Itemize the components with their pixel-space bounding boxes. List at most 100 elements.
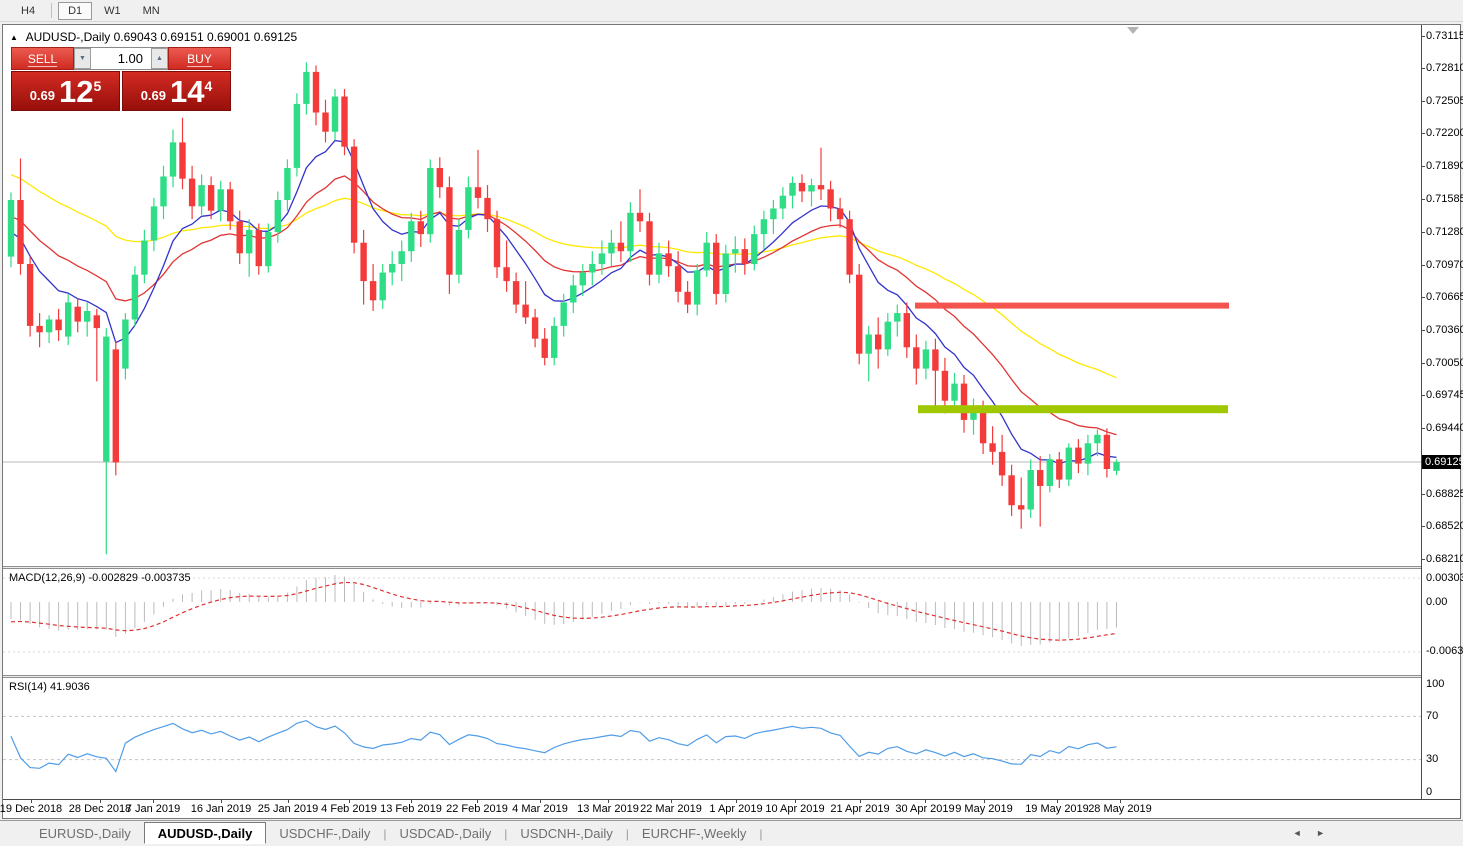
chart-tabs: EURUSD-,Daily AUDUSD-,Daily USDCHF-,Daily |… <box>26 821 763 844</box>
macd-pane[interactable]: MACD(12,26,9) -0.002829 -0.003735 <box>3 569 1421 675</box>
date-tick-label: 1 Apr 2019 <box>709 803 763 815</box>
price-tick-label: 0.70970 <box>1426 258 1463 271</box>
chart-window: ▲ AUDUSD-,Daily 0.69043 0.69151 0.69001 … <box>0 24 1463 819</box>
tab-scroll-arrows: ◄ ► <box>1287 828 1331 838</box>
date-tick-mark <box>477 800 478 803</box>
timeframe-button-w1[interactable]: W1 <box>104 4 121 17</box>
price-chart-pane[interactable]: ▲ AUDUSD-,Daily 0.69043 0.69151 0.69001 … <box>3 25 1421 566</box>
timeframe-button-h4[interactable]: H4 <box>21 4 36 17</box>
sell-price-button[interactable]: 0.69 12 5 <box>11 71 120 111</box>
tab-separator: | <box>625 826 629 841</box>
sell-price-base: 0.69 <box>29 88 56 103</box>
tab-separator: | <box>759 826 763 841</box>
rsi-tick-label: 30 <box>1426 753 1439 766</box>
date-tick-label: 22 Mar 2019 <box>640 803 702 815</box>
price-tick-mark <box>1422 427 1425 429</box>
date-tick-label: 30 Apr 2019 <box>895 803 955 815</box>
date-tick-label: 28 May 2019 <box>1088 803 1152 815</box>
price-tick-label: 0.73115 <box>1426 29 1463 42</box>
timeframe-toolbar: H4 D1 W1 MN <box>0 0 1463 22</box>
date-tick-mark <box>1057 800 1058 803</box>
price-tick-label: 0.71890 <box>1426 160 1463 173</box>
price-tick-mark <box>1422 231 1425 233</box>
chart-tab-usdcnh[interactable]: USDCNH-,Daily <box>520 826 613 841</box>
timeframe-button-mn[interactable]: MN <box>142 4 160 17</box>
tab-scroll-right-icon[interactable]: ► <box>1316 828 1325 838</box>
rsi-pane[interactable]: RSI(14) 41.9036 <box>3 678 1421 799</box>
buy-price-point: 4 <box>204 78 213 94</box>
rsi-label: RSI(14) 41.9036 <box>9 681 90 693</box>
price-tick-label: 0.70050 <box>1426 356 1463 369</box>
chart-title: ▲ AUDUSD-,Daily 0.69043 0.69151 0.69001 … <box>10 30 297 44</box>
date-tick-mark <box>736 800 737 803</box>
volume-increase-button[interactable]: ▲ <box>151 48 168 69</box>
date-tick-mark <box>1120 800 1121 803</box>
date-tick-label: 25 Jan 2019 <box>257 803 319 815</box>
panel-collapse-arrow-icon[interactable]: ▲ <box>10 33 18 42</box>
rsi-tick-label: 70 <box>1426 709 1439 722</box>
buy-price-pips: 14 <box>170 74 205 109</box>
pane-divider[interactable] <box>3 566 1460 569</box>
chart-shift-marker-icon[interactable] <box>1127 27 1139 34</box>
date-tick-mark <box>540 800 541 803</box>
buy-button[interactable]: BUY <box>168 47 231 70</box>
candlestick-chart[interactable] <box>3 25 1421 566</box>
macd-tick-label: 0.00 <box>1426 595 1448 608</box>
price-tick-label: 0.71280 <box>1426 225 1463 238</box>
price-tick-label: 0.68520 <box>1426 520 1463 533</box>
price-tick-label: 0.69745 <box>1426 389 1463 402</box>
date-tick-label: 21 Apr 2019 <box>830 803 890 815</box>
chart-tab-usdchf[interactable]: USDCHF-,Daily <box>279 826 371 841</box>
date-tick-label: 13 Feb 2019 <box>380 803 442 815</box>
date-tick-mark <box>925 800 926 803</box>
date-tick-label: 22 Feb 2019 <box>446 803 508 815</box>
date-tick-label: 19 May 2019 <box>1025 803 1089 815</box>
price-tick-mark <box>1422 166 1425 168</box>
price-tick-label: 0.72200 <box>1426 127 1463 140</box>
price-tick-label: 0.68825 <box>1426 487 1463 500</box>
chart-tab-audusd[interactable]: AUDUSD-,Daily <box>143 821 267 844</box>
chart-tab-eurusd[interactable]: EURUSD-,Daily <box>39 826 131 841</box>
price-tick-mark <box>1422 297 1425 299</box>
price-tick-label: 0.68210 <box>1426 553 1463 566</box>
date-tick-label: 16 Jan 2019 <box>190 803 252 815</box>
date-tick-mark <box>608 800 609 803</box>
macd-chart[interactable] <box>3 569 1421 675</box>
date-tick-mark <box>100 800 101 803</box>
chart-tab-bar: EURUSD-,Daily AUDUSD-,Daily USDCHF-,Daily |… <box>0 820 1463 846</box>
date-tick-mark <box>153 800 154 803</box>
date-axis: 19 Dec 2018 28 Dec 2018 7 Jan 2019 16 Jan 2… <box>0 799 1460 818</box>
macd-tick-label: -0.006311 <box>1426 645 1463 658</box>
price-tick-mark <box>1422 526 1425 528</box>
rsi-tick-label: 100 <box>1426 677 1445 690</box>
price-tick-label: 0.71585 <box>1426 192 1463 205</box>
rsi-tick-label: 0 <box>1426 785 1433 798</box>
tab-scroll-left-icon[interactable]: ◄ <box>1292 828 1302 838</box>
date-tick-mark <box>221 800 222 803</box>
date-tick-mark <box>31 800 32 803</box>
date-tick-mark <box>288 800 289 803</box>
price-tick-label: 0.70665 <box>1426 291 1463 304</box>
date-tick-label: 28 Dec 2018 <box>68 803 132 815</box>
chart-tab-usdcad[interactable]: USDCAD-,Daily <box>399 826 492 841</box>
pane-divider[interactable] <box>3 675 1460 678</box>
timeframe-button-d1[interactable]: D1 <box>58 1 93 20</box>
sell-button[interactable]: SELL <box>11 47 74 70</box>
date-tick-mark <box>984 800 985 803</box>
price-tick-mark <box>1422 329 1425 331</box>
price-tick-mark <box>1422 493 1425 495</box>
volume-input[interactable]: 1.00 <box>91 48 151 69</box>
tab-separator: | <box>504 826 508 841</box>
current-price-tag: 0.69125 <box>1422 455 1463 469</box>
rsi-chart[interactable] <box>3 678 1421 799</box>
chart-tab-eurchf[interactable]: EURCHF-,Weekly <box>641 826 747 841</box>
tab-separator: | <box>383 826 387 841</box>
buy-price-button[interactable]: 0.69 14 4 <box>122 71 231 111</box>
volume-decrease-button[interactable]: ▼ <box>74 48 91 69</box>
date-tick-mark <box>795 800 796 803</box>
price-tick-mark <box>1422 100 1425 102</box>
volume-stepper: ▼ 1.00 ▲ <box>74 47 168 70</box>
price-axis: 0.73115 0.72810 0.72505 0.72200 0.71890 0.715… <box>1421 25 1463 799</box>
price-tick-label: 0.72505 <box>1426 94 1463 107</box>
price-tick-mark <box>1422 198 1425 200</box>
